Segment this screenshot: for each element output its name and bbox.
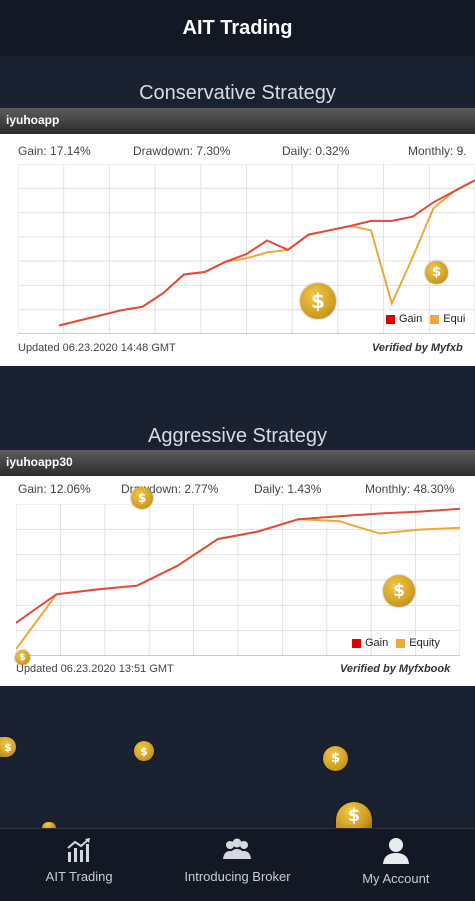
stats-row: Gain: 17.14% Drawdown: 7.30% Daily: 0.32…	[18, 144, 475, 164]
equity-swatch	[430, 314, 440, 324]
dollar-coin-icon: $	[300, 283, 336, 319]
dollar-coin-icon: $	[323, 746, 348, 771]
legend-equity-label: Equity	[409, 637, 440, 649]
tab-introducing-broker[interactable]: Introducing Broker	[158, 829, 316, 901]
equity-series-line	[58, 179, 475, 327]
app-title: AIT Trading	[182, 16, 293, 39]
widget-account-bar: iyuhoapp30	[0, 450, 475, 476]
tab-label: AIT Trading	[45, 869, 113, 884]
dollar-coin-icon: $	[383, 575, 415, 607]
equity-swatch	[396, 638, 406, 648]
dollar-coin-icon: $	[0, 737, 16, 757]
legend-gain-label: Gain	[399, 313, 423, 325]
tab-my-account[interactable]: My Account	[317, 829, 475, 901]
chart-legend: Gain Equi	[386, 313, 465, 325]
verified-by-link[interactable]: Verified by Myfxbook	[340, 663, 451, 675]
daily-stat: Daily: 1.43%	[254, 482, 322, 496]
stats-row: Gain: 12.06% Drawdown: 2.77% Daily: 1.43…	[18, 482, 475, 502]
tab-label: Introducing Broker	[184, 869, 291, 884]
monthly-stat: Monthly: 48.30%	[365, 482, 455, 496]
person-icon	[382, 838, 409, 864]
gain-stat: Gain: 12.06%	[18, 482, 91, 496]
dollar-coin-icon: $	[131, 487, 153, 509]
conservative-strategy-title: Conservative Strategy	[139, 82, 336, 104]
drawdown-stat: Drawdown: 7.30%	[133, 144, 231, 158]
gain-series-line	[58, 179, 475, 327]
dollar-coin-icon: $	[134, 741, 154, 761]
chart-icon	[67, 838, 91, 862]
gain-stat: Gain: 17.14%	[18, 144, 91, 158]
dollar-coin-icon: $	[15, 650, 30, 665]
legend-equity-label: Equi	[443, 313, 466, 325]
tab-label: My Account	[362, 871, 430, 886]
conservative-chart	[18, 164, 475, 334]
account-name: iyuhoapp	[6, 113, 60, 127]
updated-timestamp: Updated 06.23.2020 14:48 GMT	[18, 342, 176, 354]
dollar-coin-icon	[42, 822, 56, 828]
conservative-chart-widget[interactable]: iyuhoapp Gain: 17.14% Drawdown: 7.30% Da…	[0, 108, 475, 366]
app-header: AIT Trading	[0, 0, 475, 56]
dollar-coin-icon: $	[336, 802, 372, 828]
verified-by-link[interactable]: Verified by Myfxb	[372, 342, 463, 354]
monthly-stat: Monthly: 9.	[408, 144, 467, 158]
daily-stat: Daily: 0.32%	[282, 144, 350, 158]
gain-swatch	[386, 314, 395, 324]
gain-series-line	[16, 507, 460, 624]
widget-account-bar: iyuhoapp	[0, 108, 475, 134]
updated-timestamp: Updated 06.23.2020 13:51 GMT	[16, 663, 174, 675]
aggressive-strategy-title: Aggressive Strategy	[148, 425, 327, 447]
aggressive-chart-widget[interactable]: iyuhoapp30 Gain: 12.06% Drawdown: 2.77% …	[0, 450, 475, 686]
chart-legend: Gain Equity	[352, 637, 440, 649]
legend-gain-label: Gain	[365, 637, 389, 649]
dollar-coin-icon: $	[425, 261, 448, 284]
aggressive-chart	[16, 504, 460, 656]
account-name: iyuhoapp30	[6, 455, 73, 469]
bottom-tab-bar: AIT Trading Introducing Broker My Accoun…	[0, 828, 475, 901]
gain-swatch	[352, 638, 361, 648]
group-icon	[223, 838, 252, 859]
tab-ait-trading[interactable]: AIT Trading	[0, 829, 158, 901]
